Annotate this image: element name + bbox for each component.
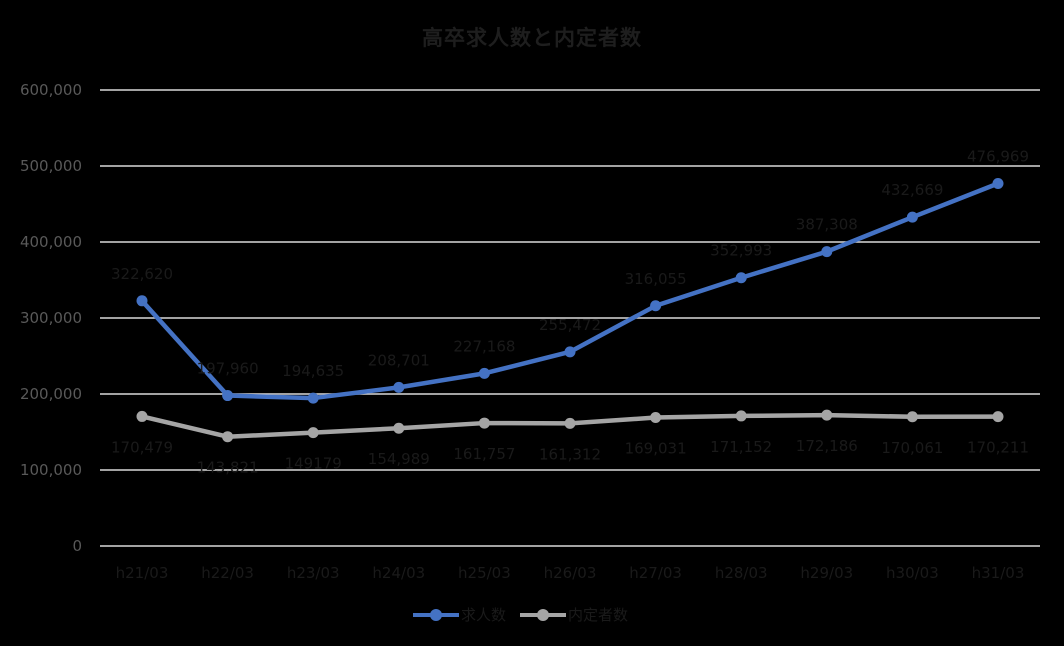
- y-tick-label: 400,000: [20, 233, 82, 251]
- data-point-marker[interactable]: [478, 417, 490, 429]
- legend-line-marker-icon: [413, 608, 459, 621]
- x-tick-label: h25/03: [458, 564, 511, 582]
- y-tick-label: 500,000: [20, 157, 82, 175]
- data-label: 197,960: [197, 360, 259, 378]
- data-label: 169,031: [625, 440, 687, 458]
- x-tick-label: h21/03: [116, 564, 169, 582]
- x-tick-label: h22/03: [201, 564, 254, 582]
- data-point-marker[interactable]: [992, 411, 1004, 423]
- data-point-marker[interactable]: [136, 410, 148, 422]
- data-label: 154,989: [368, 450, 430, 468]
- x-tick-label: h31/03: [972, 564, 1025, 582]
- legend-line-marker-icon: [520, 608, 567, 621]
- x-axis-labels: h21/03 h22/03 h23/03 h24/03 h25/03 h26/03 h27/…: [116, 564, 1025, 582]
- data-label: 255,472: [539, 316, 601, 334]
- data-labels: 170,479 143,821 149179 154,989 161,757 161,31…: [111, 148, 1029, 477]
- legend-label: 求人数: [461, 606, 507, 624]
- data-point-marker[interactable]: [478, 367, 490, 379]
- chart-title: 高卒求人数と内定者数: [422, 26, 642, 50]
- x-tick-label: h27/03: [629, 564, 682, 582]
- legend-item-offers[interactable]: 内定者数: [520, 604, 628, 625]
- data-point-marker[interactable]: [735, 410, 747, 422]
- data-label: 194,635: [282, 362, 344, 380]
- data-label: 171,152: [710, 438, 772, 456]
- data-point-marker[interactable]: [307, 392, 319, 404]
- data-point-marker[interactable]: [906, 211, 918, 223]
- data-point-marker[interactable]: [650, 300, 662, 312]
- y-tick-label: 100,000: [20, 461, 82, 479]
- data-label: 208,701: [368, 351, 430, 369]
- data-label: 316,055: [625, 270, 687, 288]
- legend: 求人数 内定者数: [413, 604, 628, 625]
- data-point-marker[interactable]: [393, 381, 405, 393]
- data-label: 227,168: [453, 337, 515, 355]
- data-label: 476,969: [967, 148, 1029, 166]
- data-point-marker[interactable]: [307, 427, 319, 439]
- data-label: 322,620: [111, 265, 173, 283]
- legend-label: 内定者数: [568, 606, 629, 624]
- data-label: 143,821: [197, 459, 259, 477]
- data-label: 161,312: [539, 445, 601, 463]
- x-tick-label: h24/03: [372, 564, 425, 582]
- data-point-marker[interactable]: [992, 178, 1004, 190]
- gridlines: [100, 89, 1040, 547]
- data-label: 161,757: [453, 445, 515, 463]
- series-lines: [136, 178, 1004, 443]
- data-label: 432,669: [881, 181, 943, 199]
- legend-item-job-openings[interactable]: 求人数: [413, 604, 506, 625]
- x-tick-label: h23/03: [287, 564, 340, 582]
- data-point-marker[interactable]: [906, 411, 918, 423]
- y-tick-label: 300,000: [20, 309, 82, 327]
- data-label: 149179: [285, 455, 342, 473]
- x-tick-label: h26/03: [544, 564, 597, 582]
- data-point-marker[interactable]: [821, 409, 833, 421]
- data-label: 352,993: [710, 242, 772, 260]
- y-axis-labels: 0 100,000 200,000 300,000 400,000 500,000 600,…: [20, 81, 82, 555]
- data-point-marker[interactable]: [735, 272, 747, 284]
- data-label: 172,186: [796, 437, 858, 455]
- data-point-marker[interactable]: [564, 346, 576, 358]
- data-label: 170,061: [881, 439, 943, 457]
- data-label: 170,211: [967, 439, 1029, 457]
- x-tick-label: h29/03: [800, 564, 853, 582]
- data-point-marker[interactable]: [650, 412, 662, 424]
- data-point-marker[interactable]: [564, 417, 576, 429]
- data-point-marker[interactable]: [136, 295, 148, 307]
- data-point-marker[interactable]: [821, 246, 833, 258]
- series-line-job-openings: [140, 181, 999, 401]
- x-tick-label: h30/03: [886, 564, 939, 582]
- data-point-marker[interactable]: [222, 431, 234, 443]
- y-tick-label: 200,000: [20, 385, 82, 403]
- data-point-marker[interactable]: [393, 422, 405, 434]
- x-tick-label: h28/03: [715, 564, 768, 582]
- data-label: 170,479: [111, 438, 173, 456]
- data-label: 387,308: [796, 216, 858, 234]
- y-tick-label: 600,000: [20, 81, 82, 99]
- data-point-marker[interactable]: [222, 390, 234, 402]
- y-tick-label: 0: [72, 537, 82, 555]
